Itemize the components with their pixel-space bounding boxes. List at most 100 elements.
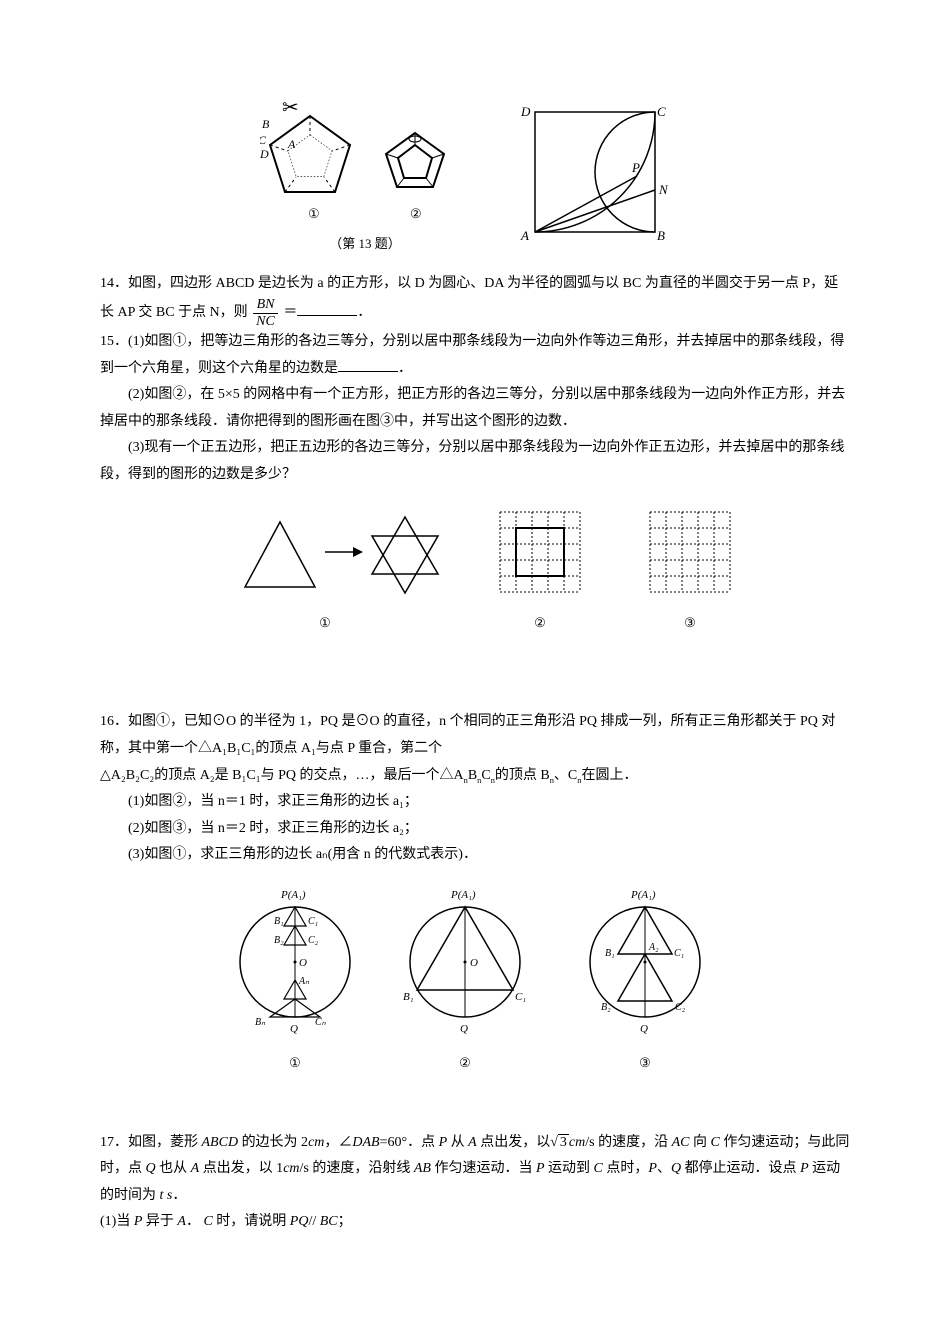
q14-D: D — [520, 104, 531, 119]
q17-m: 作匀速运动．当 — [431, 1161, 536, 1176]
q16-1-Cn: Cₙ — [315, 1017, 327, 1028]
q17-Q1: Q — [146, 1161, 156, 1176]
q17-cms: cm — [569, 1135, 585, 1150]
q13-pentagons: ✂ B C D A ① ② — [260, 88, 470, 228]
q17-Q2: Q — [671, 1161, 681, 1176]
q17-cms2: cm — [283, 1161, 299, 1176]
q14-dot: ． — [357, 305, 371, 320]
q16-fig2: O P(A₁) B₁ C₁ Q ② — [385, 877, 545, 1076]
q14-B: B — [657, 228, 665, 243]
q13-figures: ✂ B C D A ① ② （第 13 题） — [100, 88, 850, 257]
q16-p2c: C — [481, 768, 490, 783]
q17-ss2: /s — [300, 1161, 309, 1176]
q16-1-C2: C₂ — [308, 935, 319, 946]
q16-1-C1: C₁ — [308, 916, 318, 927]
q14-N: N — [658, 182, 669, 197]
q16-p2b: B — [468, 768, 477, 783]
q17-s1a: (1)当 — [100, 1214, 134, 1229]
q17-c: ，∠ — [324, 1135, 352, 1150]
q16-1-An: Aₙ — [298, 976, 310, 987]
q17-dab: DAB — [352, 1135, 379, 1150]
q15-fig2: ② — [485, 497, 595, 636]
q17-P4: P — [800, 1161, 809, 1176]
q15-l1: ① — [319, 611, 331, 636]
q17-h: 向 — [689, 1135, 710, 1150]
q14-t1: 14．如图，四边形 ABCD 是边长为 a 的正方形，以 D 为圆心、DA 为半… — [100, 276, 838, 321]
q16-3-C2: C₂ — [675, 1002, 686, 1013]
q16-1-Q: Q — [290, 1023, 298, 1035]
q17-C1: C — [710, 1135, 719, 1150]
q16-2-O: O — [470, 957, 478, 969]
q16-3-B1: B₁ — [605, 948, 615, 959]
q16-2-C1: C₁ — [515, 991, 526, 1003]
q17-P3: P — [648, 1161, 657, 1176]
q15-grid2 — [485, 497, 595, 607]
q16-2-P: P(A₁) — [450, 889, 476, 901]
q16-3-P: P(A₁) — [630, 889, 656, 901]
q14-C: C — [657, 104, 666, 119]
q17-C2: C — [594, 1161, 603, 1176]
q17-abcd: ABCD — [202, 1135, 239, 1150]
q16-p2a: △A₂B₂C₂的顶点 A₂是 B₁C₁与 PQ 的交点，…，最后一个△A — [100, 768, 464, 783]
q15-l3: ③ — [684, 611, 696, 636]
q17-sqrt: 3 — [550, 1130, 569, 1157]
q17-AB: AB — [414, 1161, 431, 1176]
q17-q: 都停止运动．设点 — [681, 1161, 800, 1176]
q16-3-B2: B₂ — [601, 1002, 611, 1013]
lbl-A: A — [287, 137, 296, 151]
q16-sub3: (3)如图①，求正三角形的边长 aₙ(用含 n 的代数式表示)． — [100, 842, 850, 869]
q17-P1: P — [439, 1135, 448, 1150]
q16-1-P: P(A₁) — [280, 889, 306, 901]
q17-d: =60°．点 — [380, 1135, 439, 1150]
q15-p3: (3)现有一个正五边形，把正五边形的各边三等分，分别以居中那条线段为一边向外作正… — [100, 435, 850, 488]
q17-s2: ． — [172, 1188, 186, 1203]
q15-fig3: ③ — [635, 497, 745, 636]
q14-frac: BN NC — [253, 297, 278, 329]
q16-3-C1: C₁ — [674, 948, 684, 959]
q17-AC: AC — [672, 1135, 690, 1150]
q16-l2: ② — [459, 1051, 471, 1076]
q17-f: 点出发，以 — [477, 1135, 551, 1150]
q16-l3: ③ — [639, 1051, 651, 1076]
q17-s1b: 异于 — [142, 1214, 177, 1229]
q16-sub1: (1)如图②，当 n＝1 时，求正三角形的边长 a₁； — [100, 789, 850, 816]
q16-1-Bn: Bₙ — [255, 1017, 266, 1028]
q15-p1a: 15．(1)如图①，把等边三角形的各边三等分，分别以居中那条线段为一边向外作等边… — [100, 334, 844, 376]
q14-P: P — [631, 160, 640, 175]
q16-sub2: (2)如图③，当 n＝2 时，求正三角形的边长 a₂； — [100, 816, 850, 843]
q17-a: 17．如图，菱形 — [100, 1135, 202, 1150]
q17-sqrt-body: 3 — [558, 1134, 569, 1150]
q16-1-O: O — [299, 957, 307, 969]
q16-3-A2: A₂ — [648, 942, 659, 953]
q16-2-B1: B₁ — [403, 991, 414, 1003]
q16-figures: O P(A₁) B₁ C₁ B₂ C₂ Aₙ Bₙ Q Cₙ ① O P(A₁ — [100, 877, 850, 1076]
q15-figures: ① ② ③ — [100, 497, 850, 636]
q15-p1b: ． — [398, 361, 412, 376]
q17-A1: A — [468, 1135, 477, 1150]
q14-text: 14．如图，四边形 ABCD 是边长为 a 的正方形，以 D 为圆心、DA 为半… — [100, 271, 850, 329]
q16-1-B1: B₁ — [274, 916, 284, 927]
q17-b: 的边长为 2 — [238, 1135, 308, 1150]
q14-A: A — [520, 228, 529, 243]
q17-ss1: /s — [585, 1135, 594, 1150]
q14-blank — [297, 301, 357, 316]
q17-A2: A — [191, 1161, 200, 1176]
q17-par: // — [308, 1214, 319, 1229]
q17-n: 运动到 — [545, 1161, 594, 1176]
q15-grid3 — [635, 497, 745, 607]
q17-s1A: A — [177, 1214, 186, 1229]
q17-s1e: ； — [338, 1214, 352, 1229]
q14-square-figure: D C A B N P — [510, 97, 690, 257]
q14-eq: ＝ — [283, 305, 297, 320]
lbl-C: C — [260, 133, 267, 147]
q16-p1: 16．如图①，已知⊙O 的半径为 1，PQ 是⊙O 的直径，n 个相同的正三角形… — [100, 709, 850, 762]
q15-fig1: ① — [205, 497, 445, 636]
q16-3-Q: Q — [640, 1023, 648, 1035]
q16-fig1: O P(A₁) B₁ C₁ B₂ C₂ Aₙ Bₙ Q Cₙ ① — [225, 877, 365, 1076]
q16-fig3: P(A₁) B₁ C₁ A₂ B₂ C₂ Q ③ — [565, 877, 725, 1076]
q17-s1c: ． — [186, 1214, 200, 1229]
q16-1-B2: B₂ — [274, 935, 284, 946]
q17-sub1: (1)当 P 异于 A． C 时，请说明 PQ// BC； — [100, 1209, 850, 1236]
q13-pentagon-group: ✂ B C D A ① ② （第 13 题） — [260, 88, 470, 257]
q17-t: t — [160, 1188, 164, 1203]
